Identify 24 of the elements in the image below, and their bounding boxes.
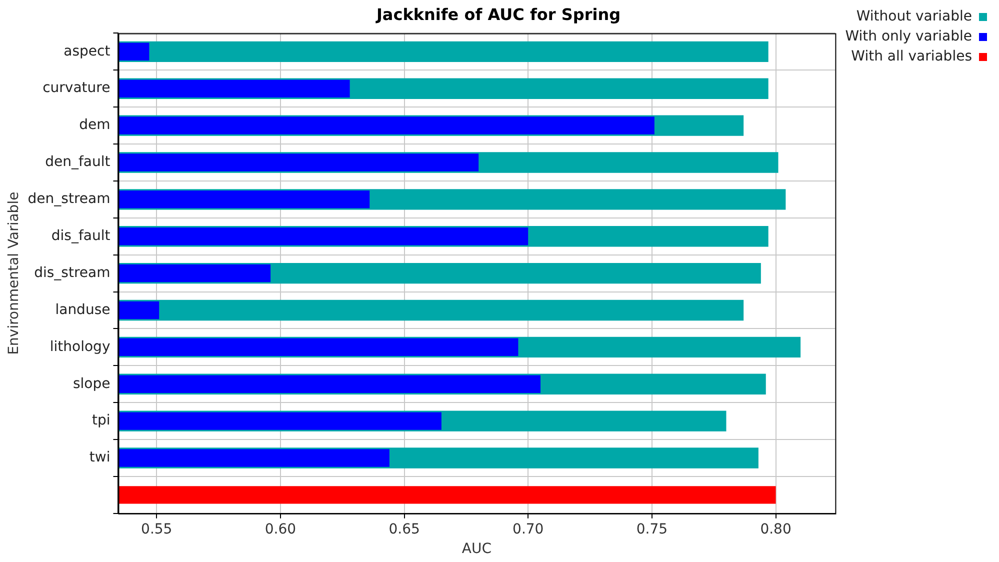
x-tick-label: 0.80 [760, 521, 792, 538]
y-tick-label: tpi [92, 412, 110, 429]
y-tick-label: lithology [50, 338, 110, 355]
y-tick-label: aspect [64, 43, 111, 60]
legend-label: With only variable [845, 28, 972, 45]
y-tick-label: slope [72, 376, 110, 392]
x-tick-label: 0.55 [141, 521, 172, 538]
legend-label: Without variable [856, 8, 972, 25]
y-tick-label: landuse [55, 302, 110, 318]
y-axis-title: Environmental Variable [6, 192, 22, 355]
y-tick-label: den_fault [45, 154, 111, 170]
y-tick-label: dis_fault [51, 228, 111, 244]
y-tick-label: dem [79, 117, 110, 134]
legend-label: With all variables [851, 48, 972, 65]
x-axis-title: AUC [462, 541, 492, 558]
y-tick-label: twi [89, 450, 110, 466]
x-tick-label: 0.75 [636, 521, 668, 538]
y-tick-label: dis_stream [34, 264, 110, 281]
y-tick-label: curvature [42, 80, 110, 96]
x-tick-label: 0.60 [264, 521, 296, 538]
x-tick-label: 0.70 [512, 521, 544, 538]
x-tick-label: 0.65 [388, 521, 420, 538]
y-tick-label: den_stream [28, 191, 110, 208]
chart-title: Jackknife of AUC for Spring [375, 4, 621, 24]
